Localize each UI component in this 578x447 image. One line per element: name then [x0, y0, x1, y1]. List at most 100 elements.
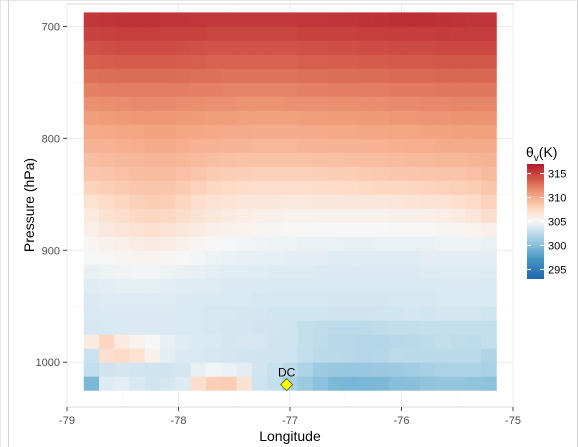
heatmap-cell — [221, 180, 238, 195]
heatmap-cell — [251, 194, 268, 209]
heatmap-cell — [83, 110, 100, 125]
heatmap-cell — [236, 278, 253, 293]
heatmap-cell — [221, 306, 238, 321]
heatmap-cell — [251, 236, 268, 251]
heatmap-cell — [358, 54, 375, 69]
heatmap-cell — [328, 124, 344, 139]
heatmap-cell — [114, 250, 131, 265]
heatmap-cell — [129, 138, 146, 153]
heatmap-cell — [374, 124, 390, 139]
heatmap-cell — [99, 348, 115, 363]
heatmap-cell — [267, 306, 283, 321]
heatmap-cell — [419, 138, 436, 153]
heatmap-cell — [160, 82, 176, 97]
heatmap-cell — [190, 278, 207, 293]
heatmap-cell — [83, 26, 100, 41]
heatmap-cell — [481, 208, 497, 223]
heatmap-cell — [129, 292, 146, 307]
heatmap-cell — [129, 152, 146, 167]
heatmap-cell — [481, 264, 497, 279]
heatmap-cell — [282, 236, 299, 251]
heatmap-cell — [328, 250, 344, 265]
heatmap-cell — [358, 362, 375, 377]
heatmap-cell — [328, 222, 344, 237]
heatmap-cell — [282, 334, 299, 349]
heatmap-cell — [465, 320, 482, 335]
heatmap-cell — [251, 208, 268, 223]
heatmap-cell — [312, 40, 329, 55]
heatmap-cell — [99, 362, 115, 377]
legend-title-sub: v — [534, 153, 539, 164]
heatmap-cell — [328, 292, 344, 307]
heatmap-cell — [358, 68, 375, 83]
heatmap-cell — [328, 82, 344, 97]
heatmap-cell — [435, 362, 451, 377]
heatmap-cell — [389, 320, 406, 335]
heatmap-cell — [99, 264, 115, 279]
heatmap-cell — [267, 40, 283, 55]
heatmap-cell — [160, 376, 176, 391]
heatmap-cell — [175, 292, 192, 307]
heatmap-cell — [419, 376, 436, 391]
heatmap-cell — [435, 40, 451, 55]
heatmap-cell — [83, 362, 100, 377]
legend-tick-label: 300 — [548, 240, 566, 252]
heatmap-cell — [99, 12, 115, 27]
heatmap-cell — [404, 250, 421, 265]
heatmap-cell — [419, 222, 436, 237]
heatmap-cell — [435, 138, 451, 153]
heatmap-cell — [236, 362, 253, 377]
heatmap-cell — [99, 194, 115, 209]
heatmap-cell — [221, 250, 238, 265]
heatmap-cell — [282, 40, 299, 55]
heatmap-cell — [99, 222, 115, 237]
heatmap-cell — [419, 54, 436, 69]
heatmap-cell — [465, 376, 482, 391]
heatmap-cell — [419, 320, 436, 335]
heatmap-cell — [435, 152, 451, 167]
heatmap-cell — [343, 362, 360, 377]
heatmap-cell — [343, 54, 360, 69]
heatmap-cell — [419, 26, 436, 41]
heatmap-cell — [481, 26, 497, 41]
heatmap-cell — [251, 306, 268, 321]
heatmap-cell — [374, 334, 390, 349]
heatmap-cell — [144, 334, 161, 349]
heatmap-cell — [312, 376, 329, 391]
legend-title: θv(K) — [526, 144, 557, 164]
heatmap-cell — [435, 26, 451, 41]
heatmap-cell — [404, 26, 421, 41]
heatmap-cell — [328, 334, 344, 349]
heatmap-cell — [129, 376, 146, 391]
heatmap-cell — [236, 334, 253, 349]
heatmap-cell — [404, 222, 421, 237]
legend-tick-label: 315 — [548, 169, 566, 181]
heatmap-cell — [144, 152, 161, 167]
heatmap-cell — [114, 222, 131, 237]
heatmap-cell — [251, 292, 268, 307]
heatmap-cell — [450, 138, 467, 153]
heatmap-cell — [328, 12, 344, 27]
heatmap-cell — [144, 138, 161, 153]
heatmap-cell — [282, 96, 299, 111]
heatmap-cell — [160, 250, 176, 265]
heatmap-cell — [129, 180, 146, 195]
heatmap-cell — [175, 250, 192, 265]
heatmap-cell — [465, 110, 482, 125]
heatmap-cell — [83, 194, 100, 209]
heatmap-cells — [83, 12, 497, 391]
heatmap-cell — [267, 250, 283, 265]
heatmap-cell — [114, 180, 131, 195]
heatmap-cell — [389, 264, 406, 279]
heatmap-cell — [374, 320, 390, 335]
heatmap-cell — [481, 40, 497, 55]
heatmap-cell — [83, 12, 100, 27]
heatmap-cell — [465, 68, 482, 83]
heatmap-cell — [435, 222, 451, 237]
heatmap-cell — [481, 306, 497, 321]
heatmap-cell — [358, 306, 375, 321]
heatmap-cell — [190, 236, 207, 251]
heatmap-cell — [297, 96, 314, 111]
heatmap-cell — [129, 68, 146, 83]
heatmap-cell — [328, 26, 344, 41]
